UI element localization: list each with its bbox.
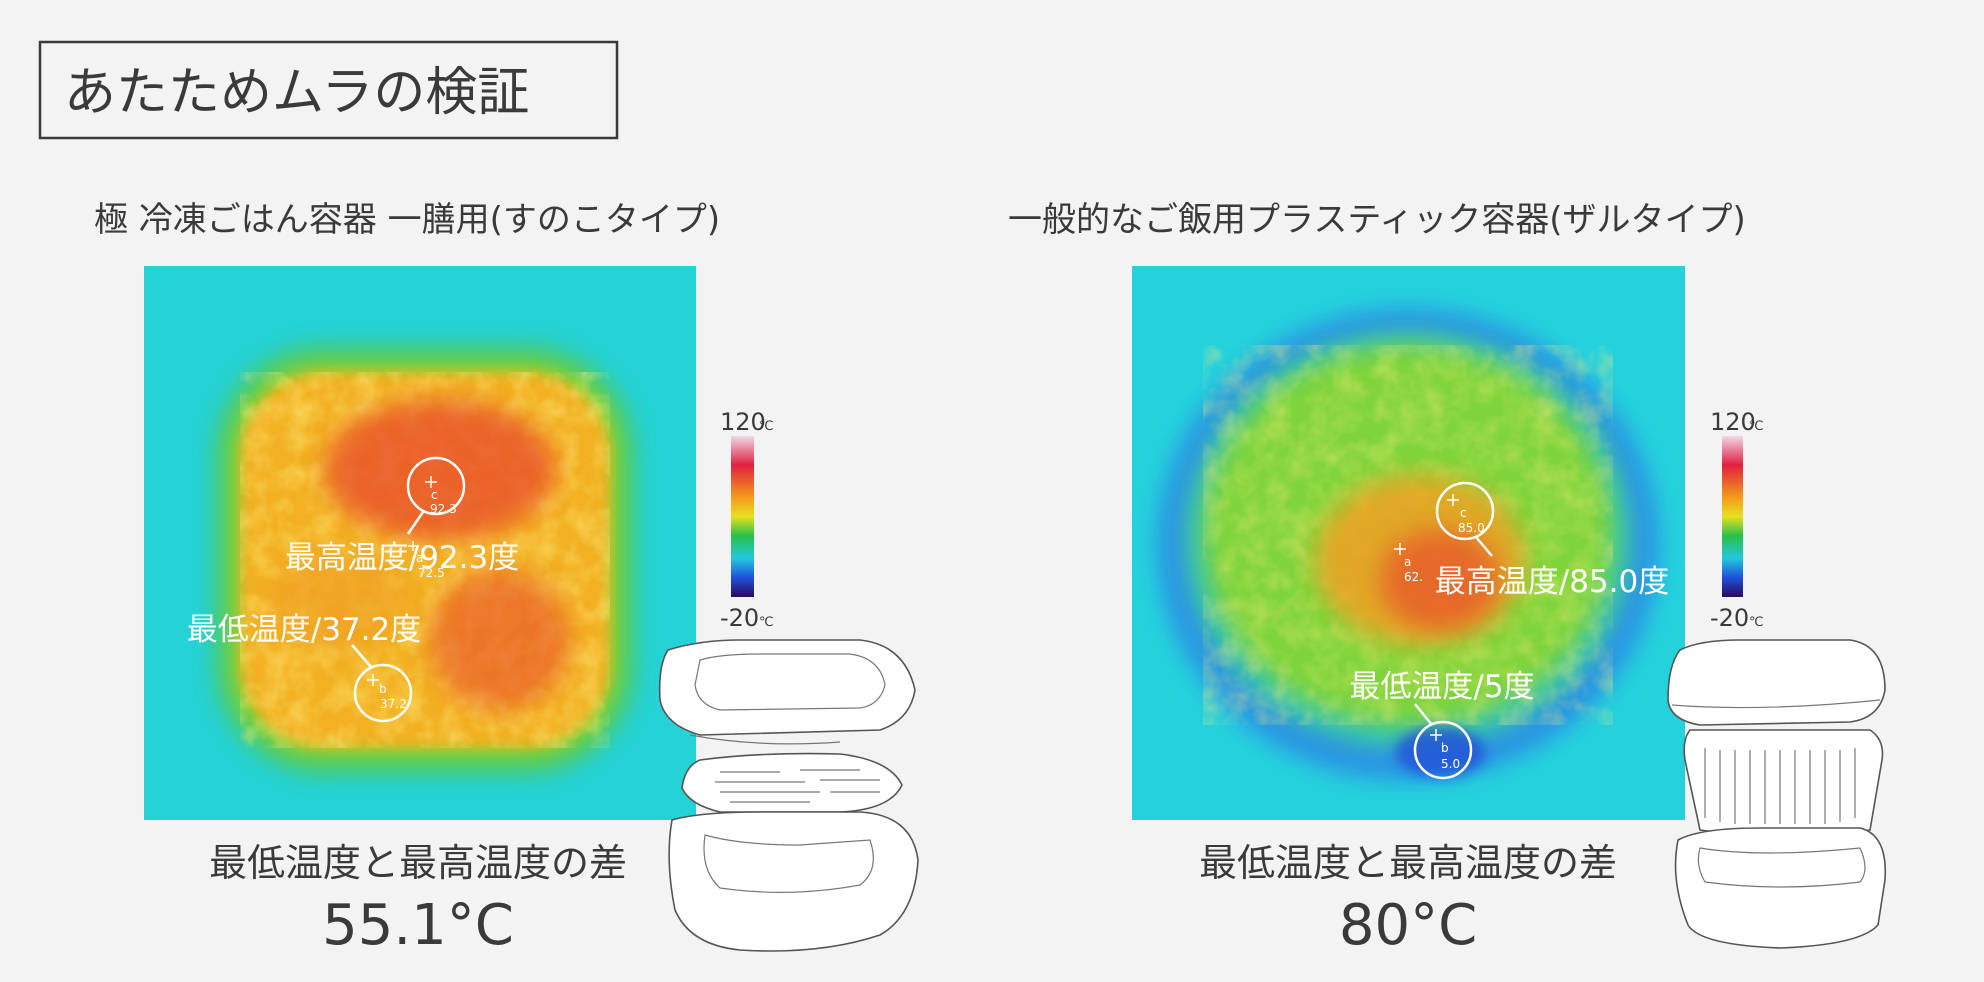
scale-max: 120 [720,408,766,436]
point-id: a [1404,555,1411,569]
scale-min: -20 [720,604,759,632]
point-id: a [416,551,423,565]
hotspot-markers [351,456,466,723]
thermal-image [144,266,696,820]
point-id: b [1441,741,1449,755]
thermal-image [1132,266,1685,820]
title-box [38,40,619,140]
diff-value: 80°C [1339,893,1477,958]
point-value: 92.3 [430,502,457,516]
point-value: 72.5 [418,566,445,580]
point-id: c [1460,506,1467,520]
color-scale [731,436,754,597]
diff-label: 最低温度と最高温度の差 [1199,841,1617,885]
scale-min: -20 [1710,604,1749,632]
max-label: 最高温度/92.3度 [285,540,519,576]
scale-unit: ℃ [1749,419,1764,434]
panel-heading: 極 冷凍ごはん容器 一膳用(すのこタイプ) [94,200,720,240]
scale-max: 120 [1710,408,1756,436]
point-id: c [431,488,438,502]
title: あたためムラの検証 [64,63,529,123]
point-value: 85.0 [1458,521,1485,535]
point-value: 5.0 [1441,757,1460,771]
hotspot-markers [1394,481,1495,780]
container-illustration [1667,639,1887,949]
container-illustration [658,639,919,952]
scale-unit: ℃ [759,615,774,630]
point-value: 62. [1404,570,1423,584]
diff-value: 55.1°C [322,893,514,958]
max-label: 最高温度/85.0度 [1435,564,1669,600]
min-label: 最低温度/5度 [1349,669,1534,705]
scale-unit: ℃ [1749,615,1764,630]
min-label: 最低温度/37.2度 [187,612,421,648]
point-value: 37.2 [380,697,407,711]
scale-unit: ℃ [759,419,774,434]
panel-heading: 一般的なご飯用プラスティック容器(ザルタイプ) [1008,200,1746,240]
color-scale [1722,436,1743,597]
diff-label: 最低温度と最高温度の差 [209,841,627,885]
point-id: b [379,682,387,696]
